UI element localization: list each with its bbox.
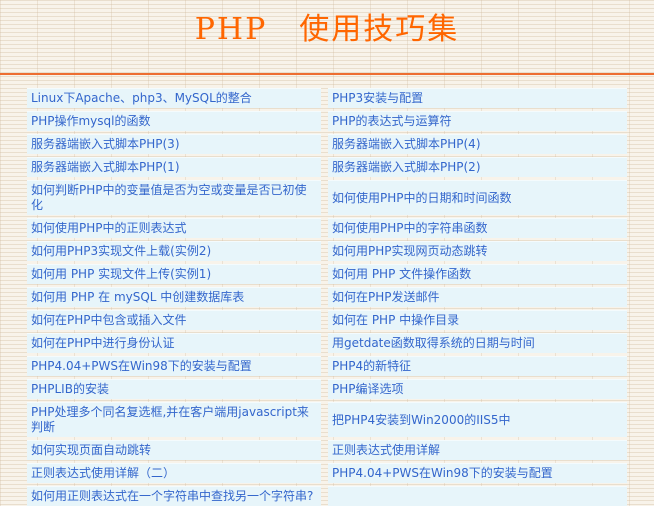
topic-cell-left-15: 如何实现页面自动跳转 bbox=[27, 440, 321, 460]
topic-cell-right-5: 如何使用PHP中的日期和时间函数 bbox=[328, 180, 627, 215]
topic-link[interactable]: PHP的表达式与运算符 bbox=[332, 114, 452, 128]
topic-link[interactable]: 如何用PHP3实现文件上载(实例2) bbox=[31, 244, 212, 258]
topic-cell-left-11: 如何在PHP中进行身份认证 bbox=[27, 333, 321, 353]
topic-link[interactable]: PHP3安装与配置 bbox=[332, 91, 424, 105]
topic-link[interactable]: PHP4.04+PWS在Win98下的安装与配置 bbox=[31, 359, 252, 373]
topic-cell-right-16: PHP4.04+PWS在Win98下的安装与配置 bbox=[328, 463, 627, 483]
topic-cell-right-12: PHP4的新特征 bbox=[328, 356, 627, 376]
topic-link[interactable]: 如何在PHP发送邮件 bbox=[332, 290, 440, 304]
topic-cell-right-14: 把PHP4安装到Win2000的IIS5中 bbox=[328, 402, 627, 437]
topic-link[interactable]: 如何在 PHP 中操作目录 bbox=[332, 313, 460, 327]
topic-cell-right-15: 正则表达式使用详解 bbox=[328, 440, 627, 460]
title-divider bbox=[0, 73, 654, 75]
topic-cell-left-6: 如何使用PHP中的正则表达式 bbox=[27, 218, 321, 238]
topic-link[interactable]: PHPLIB的安装 bbox=[31, 382, 109, 396]
topic-cell-right-10: 如何在 PHP 中操作目录 bbox=[328, 310, 627, 330]
page: { "page": { "title": "PHP 使用技巧集", "title… bbox=[0, 11, 654, 506]
topic-cell-right-11: 用getdate函数取得系统的日期与时间 bbox=[328, 333, 627, 353]
page-title: PHP 使用技巧集 bbox=[194, 12, 460, 47]
topic-cell-right-13: PHP编译选项 bbox=[328, 379, 627, 399]
topic-cell-right-2: PHP的表达式与运算符 bbox=[328, 111, 627, 131]
topic-link[interactable]: 如何用正则表达式在一个字符串中查找另一个字符串? bbox=[31, 489, 314, 503]
topic-link[interactable]: PHP处理多个同名复选框,并在客户端用javascript来判断 bbox=[31, 405, 309, 434]
topic-cell-left-3: 服务器端嵌入式脚本PHP(3) bbox=[27, 134, 321, 154]
topic-link[interactable]: PHP4的新特征 bbox=[332, 359, 412, 373]
topic-cell-right-17 bbox=[328, 486, 627, 506]
topic-cell-left-16: 正则表达式使用详解（二） bbox=[27, 463, 321, 483]
topic-cell-left-17: 如何用正则表达式在一个字符串中查找另一个字符串? bbox=[27, 486, 321, 506]
topic-cell-left-1: Linux下Apache、php3、MySQL的整合 bbox=[27, 88, 321, 108]
topic-cell-left-8: 如何用 PHP 实现文件上传(实例1) bbox=[27, 264, 321, 284]
topic-link[interactable]: 如何实现页面自动跳转 bbox=[31, 443, 152, 457]
topics-table: Linux下Apache、php3、MySQL的整合 PHP3安装与配置 PHP操作… bbox=[27, 88, 627, 506]
topic-link[interactable]: 服务器端嵌入式脚本PHP(4) bbox=[332, 137, 481, 151]
topic-link[interactable]: 如何用PHP实现网页动态跳转 bbox=[332, 244, 488, 258]
topic-link[interactable]: PHP编译选项 bbox=[332, 382, 404, 396]
topic-cell-left-14: PHP处理多个同名复选框,并在客户端用javascript来判断 bbox=[27, 402, 321, 437]
topic-link[interactable]: PHP操作mysql的函数 bbox=[31, 114, 151, 128]
topic-link[interactable]: 服务器端嵌入式脚本PHP(3) bbox=[31, 137, 180, 151]
topic-cell-left-2: PHP操作mysql的函数 bbox=[27, 111, 321, 131]
topic-link[interactable]: 如何用 PHP 实现文件上传(实例1) bbox=[31, 267, 212, 281]
topic-link[interactable]: 把PHP4安装到Win2000的IIS5中 bbox=[332, 412, 511, 427]
topic-cell-right-1: PHP3安装与配置 bbox=[328, 88, 627, 108]
topic-link[interactable]: 如何在PHP中进行身份认证 bbox=[31, 336, 175, 350]
topic-cell-right-9: 如何在PHP发送邮件 bbox=[328, 287, 627, 307]
topic-cell-right-7: 如何用PHP实现网页动态跳转 bbox=[328, 241, 627, 261]
topic-link[interactable]: 正则表达式使用详解 bbox=[332, 443, 441, 457]
topic-cell-left-4: 服务器端嵌入式脚本PHP(1) bbox=[27, 157, 321, 177]
topic-link[interactable]: 如何使用PHP中的正则表达式 bbox=[31, 221, 187, 235]
topic-link[interactable]: PHP4.04+PWS在Win98下的安装与配置 bbox=[332, 466, 553, 480]
topic-cell-left-7: 如何用PHP3实现文件上载(实例2) bbox=[27, 241, 321, 261]
topic-cell-left-12: PHP4.04+PWS在Win98下的安装与配置 bbox=[27, 356, 321, 376]
topic-link[interactable]: 如何使用PHP中的日期和时间函数 bbox=[332, 190, 512, 205]
topic-link[interactable]: 如何判断PHP中的变量值是否为空或变量是否已初使化 bbox=[31, 183, 307, 212]
topic-link[interactable]: 如何用 PHP 文件操作函数 bbox=[332, 267, 472, 281]
topic-link[interactable]: 服务器端嵌入式脚本PHP(2) bbox=[332, 160, 481, 174]
topic-link[interactable]: 服务器端嵌入式脚本PHP(1) bbox=[31, 160, 180, 174]
topic-cell-right-3: 服务器端嵌入式脚本PHP(4) bbox=[328, 134, 627, 154]
topic-link[interactable]: 如何使用PHP中的字符串函数 bbox=[332, 221, 488, 235]
topic-cell-right-6: 如何使用PHP中的字符串函数 bbox=[328, 218, 627, 238]
topic-link[interactable]: 如何用 PHP 在 mySQL 中创建数据库表 bbox=[31, 290, 245, 304]
topic-cell-left-10: 如何在PHP中包含或插入文件 bbox=[27, 310, 321, 330]
topic-link[interactable]: 正则表达式使用详解（二） bbox=[31, 466, 176, 480]
topic-link[interactable]: 用getdate函数取得系统的日期与时间 bbox=[332, 336, 535, 350]
topic-cell-right-4: 服务器端嵌入式脚本PHP(2) bbox=[328, 157, 627, 177]
topic-link[interactable]: Linux下Apache、php3、MySQL的整合 bbox=[31, 91, 252, 105]
topic-cell-left-9: 如何用 PHP 在 mySQL 中创建数据库表 bbox=[27, 287, 321, 307]
topic-link[interactable]: 如何在PHP中包含或插入文件 bbox=[31, 313, 187, 327]
topic-cell-left-5: 如何判断PHP中的变量值是否为空或变量是否已初使化 bbox=[27, 180, 321, 215]
topic-cell-left-13: PHPLIB的安装 bbox=[27, 379, 321, 399]
topic-cell-right-8: 如何用 PHP 文件操作函数 bbox=[328, 264, 627, 284]
